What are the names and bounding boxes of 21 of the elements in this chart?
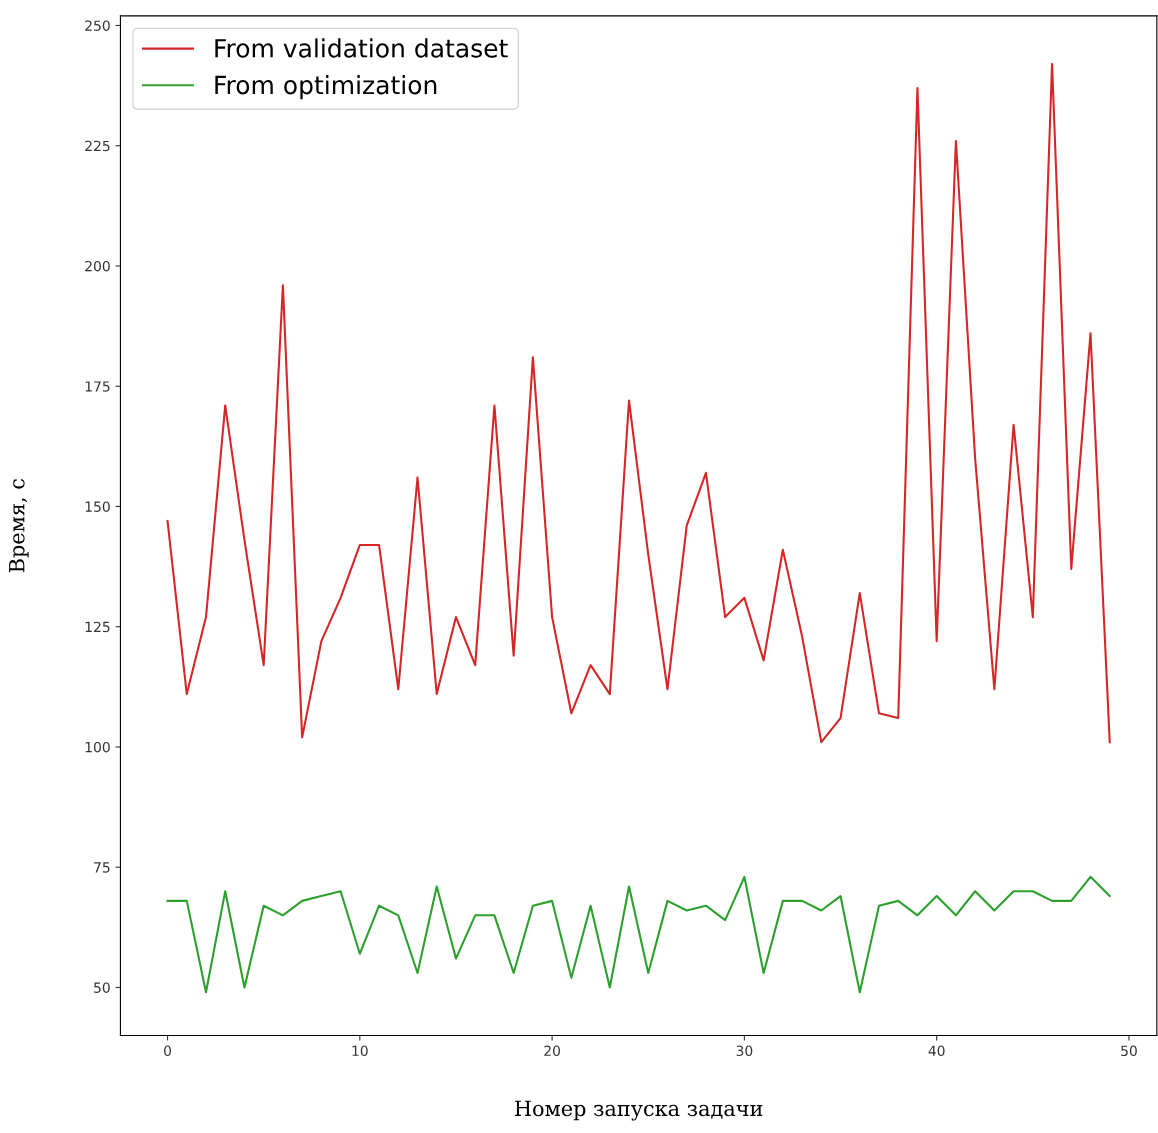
- x-tick-label: 10: [352, 1045, 368, 1057]
- line-series: [166, 62, 1111, 744]
- y-tick-label: 75: [94, 862, 110, 873]
- y-tick-label: 200: [85, 260, 110, 272]
- y-tick-label: 225: [85, 140, 110, 152]
- y-tick-label: 50: [94, 982, 110, 993]
- legend-label: From validation dataset: [215, 38, 508, 58]
- y-tick-label: 175: [85, 381, 110, 392]
- line-series: [166, 875, 1111, 994]
- x-tick-label: 40: [928, 1045, 945, 1057]
- x-tick-label: 30: [736, 1045, 753, 1057]
- x-tick-label: 0: [164, 1045, 172, 1057]
- y-tick-label: 250: [85, 20, 110, 31]
- x-tick-label: 20: [544, 1045, 561, 1057]
- y-tick-label: 100: [85, 741, 110, 753]
- y-tick-label: 150: [85, 501, 110, 512]
- y-tick-label: 125: [85, 621, 110, 633]
- legend-label: From optimization: [215, 75, 437, 100]
- x-axis-title: Номер запуска задачи: [515, 1100, 763, 1121]
- y-axis-title: Время, с: [9, 479, 29, 573]
- x-tick-label: 50: [1121, 1045, 1137, 1057]
